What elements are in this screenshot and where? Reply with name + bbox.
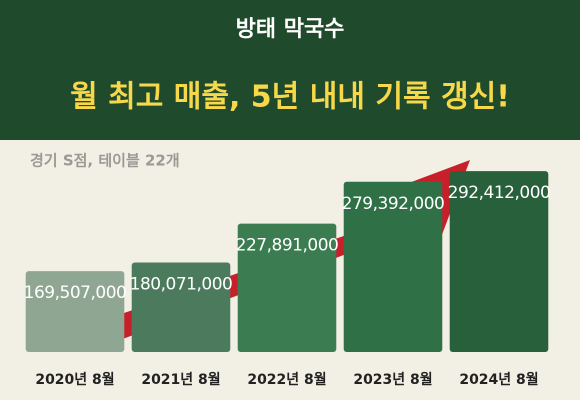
subtitle: 경기 S점, 테이블 22개 — [30, 152, 180, 170]
x-tick-label: 2024년 8월 — [459, 371, 538, 388]
x-tick-label: 2020년 8월 — [35, 371, 114, 388]
x-tick-label: 2023년 8월 — [353, 371, 432, 388]
value-label: 180,071,000 — [130, 275, 233, 295]
logo: 방태 막국수 — [236, 16, 345, 42]
x-tick-label: 2022년 8월 — [247, 371, 326, 388]
bar — [131, 262, 231, 352]
x-tick-label: 2021년 8월 — [141, 371, 220, 388]
value-label: 292,412,000 — [448, 183, 551, 203]
value-label: 279,392,000 — [342, 194, 445, 214]
bar — [237, 223, 337, 352]
bar — [449, 171, 549, 352]
bar — [25, 271, 125, 352]
bar — [343, 181, 443, 352]
value-label: 227,891,000 — [236, 236, 339, 256]
header — [0, 0, 580, 140]
bars: 169,507,000 2020년 8월 180,071,000 2021년 8월 22… — [24, 171, 551, 388]
value-label: 169,507,000 — [24, 283, 127, 303]
chart-title: 월 최고 매출, 5년 내내 기록 갱신! — [70, 80, 510, 115]
